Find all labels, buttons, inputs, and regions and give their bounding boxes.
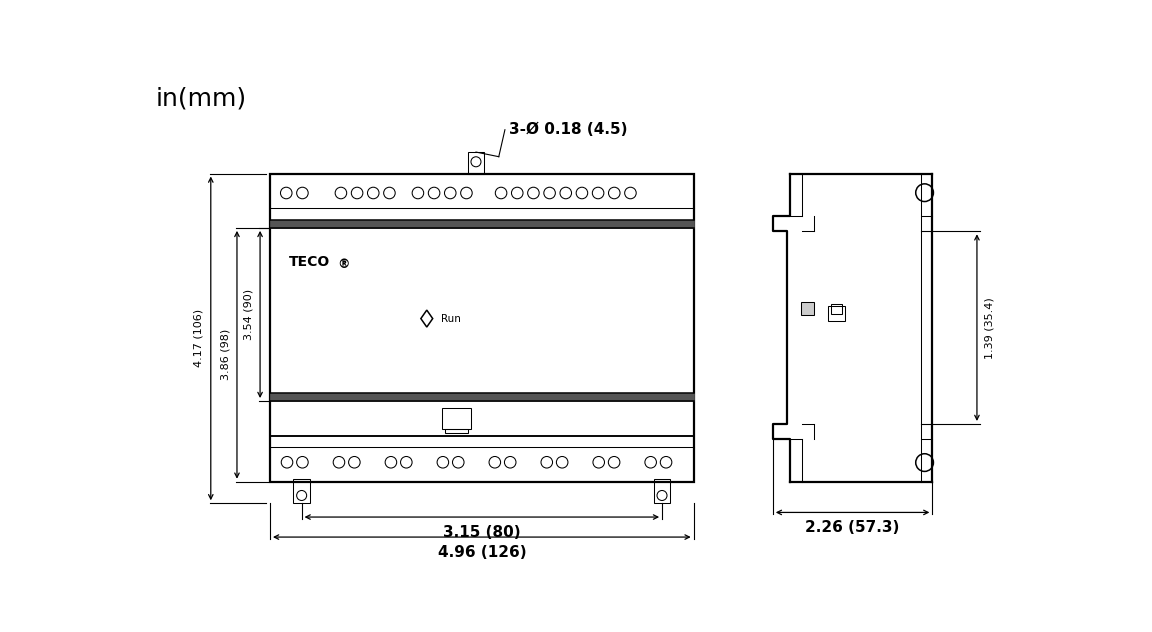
Polygon shape	[420, 310, 433, 327]
Bar	[270, 228, 694, 392]
Text: 3-Ø 0.18 (4.5): 3-Ø 0.18 (4.5)	[509, 122, 628, 137]
Bar	[445, 429, 468, 433]
Bar	[828, 306, 846, 322]
Bar	[270, 435, 694, 482]
Text: 2.26 (57.3): 2.26 (57.3)	[805, 520, 900, 535]
Bar	[832, 304, 842, 313]
Text: Run: Run	[440, 313, 461, 324]
Bar	[801, 302, 813, 315]
Bar	[270, 220, 694, 228]
Text: 3.15 (80): 3.15 (80)	[444, 525, 521, 540]
Text: TECO: TECO	[289, 255, 331, 269]
Bar	[270, 174, 694, 482]
Bar	[270, 392, 694, 401]
Bar	[270, 401, 694, 435]
Bar	[653, 478, 670, 503]
Text: ®: ®	[338, 258, 349, 271]
Text: in(mm): in(mm)	[157, 87, 248, 111]
Bar	[441, 408, 471, 429]
Text: 3.54 (90): 3.54 (90)	[243, 289, 253, 340]
Text: 4.17 (106): 4.17 (106)	[194, 309, 204, 367]
Bar	[293, 478, 310, 503]
Bar	[270, 174, 694, 220]
Bar	[468, 152, 484, 174]
Text: 1.39 (35.4): 1.39 (35.4)	[985, 297, 994, 358]
Text: 3.86 (98): 3.86 (98)	[220, 329, 230, 380]
Text: 4.96 (126): 4.96 (126)	[438, 545, 526, 560]
